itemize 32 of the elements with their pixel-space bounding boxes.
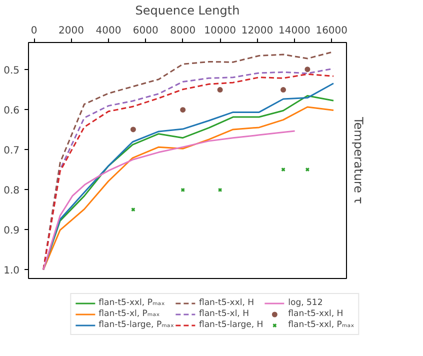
point [217, 87, 223, 93]
x-tick-label: 10000 [204, 26, 236, 36]
x-tick-label: 16000 [316, 26, 348, 36]
y-tick-label: 0.5 [4, 65, 20, 76]
x-tick-label: 6000 [132, 26, 158, 36]
legend-label: log, 512 [288, 298, 323, 308]
legend-label: flan-t5-large, H [198, 320, 264, 330]
legend-label: flan-t5-xl, Pₘₐₓ [98, 309, 160, 319]
x-axis-title: Sequence Length [135, 4, 240, 18]
x-tick-label: 8000 [170, 26, 196, 36]
y-tick-label: 1.0 [4, 266, 20, 277]
legend-label: flan-t5-large, Pₘₐₓ [98, 320, 174, 330]
y-tick-label: 0.9 [4, 226, 20, 237]
point [304, 66, 310, 72]
x-tick-label: 4000 [96, 26, 122, 36]
x-tick-label: 2000 [58, 26, 84, 36]
y-tick-label: 0.6 [4, 105, 20, 116]
legend-label: flan-t5-xxl, H [198, 298, 254, 308]
point [130, 126, 136, 132]
x-tick-label: 0 [30, 26, 38, 36]
point [180, 107, 186, 113]
legend-label: flan-t5-xl, H [198, 309, 249, 319]
line-series [42, 130, 296, 270]
x-tick-label: 14000 [278, 26, 310, 36]
point [280, 87, 286, 93]
legend-label: flan-t5-xxl, H [288, 309, 344, 319]
y-tick-label: 0.7 [4, 145, 20, 156]
y-axis-title: Temperature τ [352, 116, 366, 204]
legend-label: flan-t5-xxl, Pₘₐₓ [98, 298, 165, 308]
y-tick-label: 0.8 [4, 186, 20, 197]
legend-label: flan-t5-xxl, Pₘₐₓ [288, 320, 354, 330]
x-tick-label: 12000 [241, 26, 274, 36]
